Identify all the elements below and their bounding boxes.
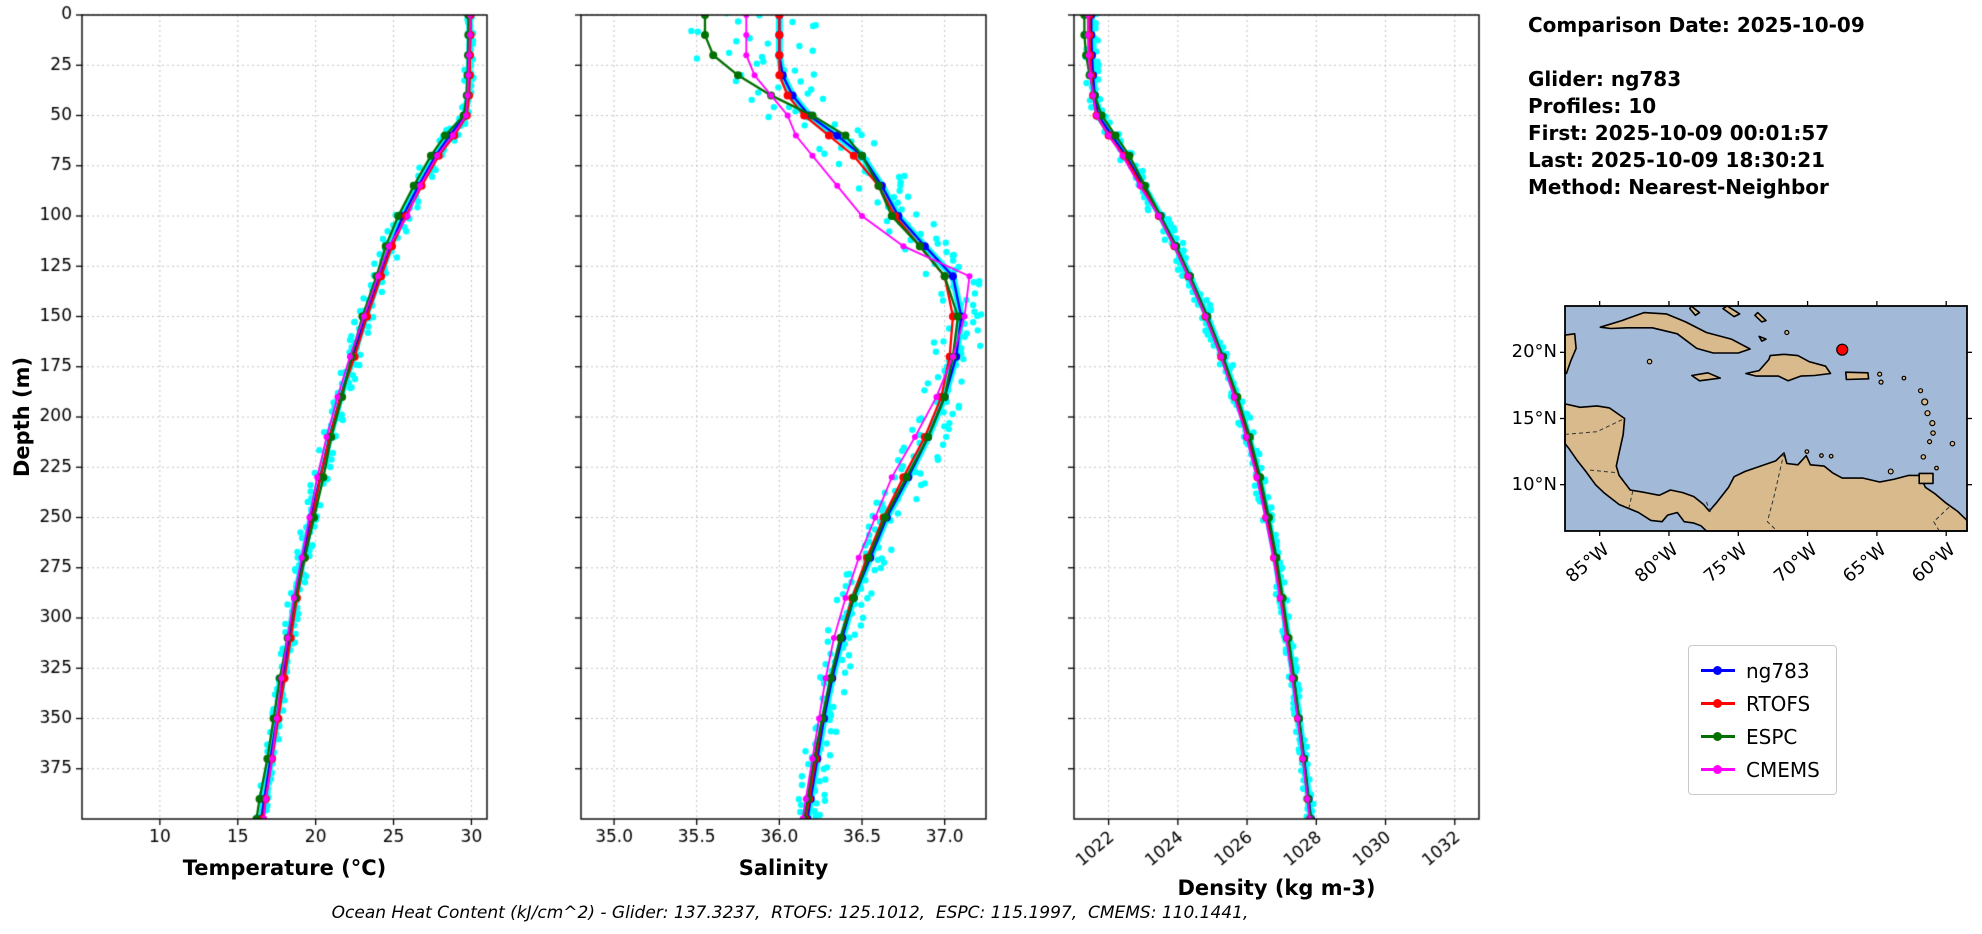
- legend-marker-ng783: [1701, 664, 1735, 678]
- land-island: [1949, 440, 1956, 447]
- legend-item-cmems: CMEMS: [1701, 753, 1820, 786]
- land-bahamas: [1754, 311, 1767, 323]
- land-island: [1924, 410, 1931, 417]
- legend-item-ng783: ng783: [1701, 654, 1820, 687]
- salinity-axis-label: Salinity: [738, 856, 829, 880]
- land-puertorico: [1844, 371, 1870, 381]
- info-method: Method: Nearest-Neighbor: [1528, 175, 1829, 199]
- land-bahamas: [1689, 305, 1701, 317]
- info-glider: Glider: ng783: [1528, 67, 1682, 91]
- country-border: [1628, 490, 1634, 509]
- land-island: [1819, 453, 1824, 458]
- land-jamaica: [1691, 372, 1722, 382]
- land-island: [1934, 465, 1939, 471]
- legend-item-rtofs: RTOFS: [1701, 687, 1820, 720]
- land-mainland: [1564, 403, 1968, 532]
- land-trinidad: [1918, 472, 1934, 485]
- glider-position-marker: [1836, 343, 1849, 356]
- land-cuba: [1599, 311, 1751, 354]
- info-first: First: 2025-10-09 00:01:57: [1528, 121, 1830, 145]
- info-profiles: Profiles: 10: [1528, 94, 1657, 118]
- land-island: [1887, 468, 1894, 475]
- country-border: [1705, 501, 1712, 513]
- land-island: [1926, 439, 1933, 445]
- legend-marker-rtofs: [1701, 697, 1735, 711]
- land-island: [1646, 358, 1653, 365]
- legend-marker-espc: [1701, 730, 1735, 744]
- depth-axis-label: Depth (m): [10, 356, 34, 478]
- map-lat-label: 20°N: [1511, 341, 1557, 363]
- legend-label: ng783: [1746, 658, 1810, 683]
- land-island: [1920, 454, 1927, 460]
- land-island: [1901, 375, 1907, 381]
- location-map: 20°N 15°N 10°N 85°W 80°W 75°W 70°W 65°W …: [1512, 301, 1972, 587]
- ocean-heat-content-caption: Ocean Heat Content (kJ/cm^2) - Glider: 1…: [331, 903, 1249, 923]
- land-island: [1921, 398, 1929, 406]
- land-island: [1917, 388, 1924, 394]
- legend-item-espc: ESPC: [1701, 720, 1820, 753]
- legend-label: CMEMS: [1746, 757, 1820, 782]
- land-island: [1784, 329, 1790, 336]
- land-bahamas: [1722, 305, 1741, 318]
- land-island: [1930, 430, 1936, 436]
- temperature-axis-label: Temperature (°C): [182, 856, 387, 880]
- country-border: [1589, 469, 1618, 474]
- land-island: [1929, 420, 1936, 427]
- info-spacer: [1528, 39, 1865, 66]
- info-panel: Comparison Date: 2025-10-09 Glider: ng78…: [1528, 12, 1865, 201]
- land-island: [1878, 379, 1884, 385]
- density-axis-label: Density (kg m-3): [1177, 876, 1376, 900]
- country-border: [1933, 506, 1950, 532]
- info-last: Last: 2025-10-09 18:30:21: [1528, 148, 1826, 172]
- country-border: [1766, 452, 1785, 532]
- caribbean-map-svg: [1560, 301, 1972, 536]
- legend-marker-cmems: [1701, 763, 1735, 777]
- map-lat-label: 10°N: [1511, 473, 1557, 495]
- land-island: [1804, 449, 1810, 454]
- legend-label: RTOFS: [1746, 691, 1811, 716]
- land-hispaniola: [1745, 353, 1832, 382]
- land-island: [1828, 453, 1834, 459]
- legend: ng783 RTOFS ESPC CMEMS: [1688, 645, 1837, 795]
- land-island: [1877, 371, 1883, 377]
- country-border: [1564, 418, 1625, 435]
- legend-label: ESPC: [1746, 724, 1798, 749]
- land-bahamas: [1758, 335, 1767, 342]
- info-comparison-date: Comparison Date: 2025-10-09: [1528, 13, 1865, 37]
- map-lat-label: 15°N: [1511, 407, 1557, 429]
